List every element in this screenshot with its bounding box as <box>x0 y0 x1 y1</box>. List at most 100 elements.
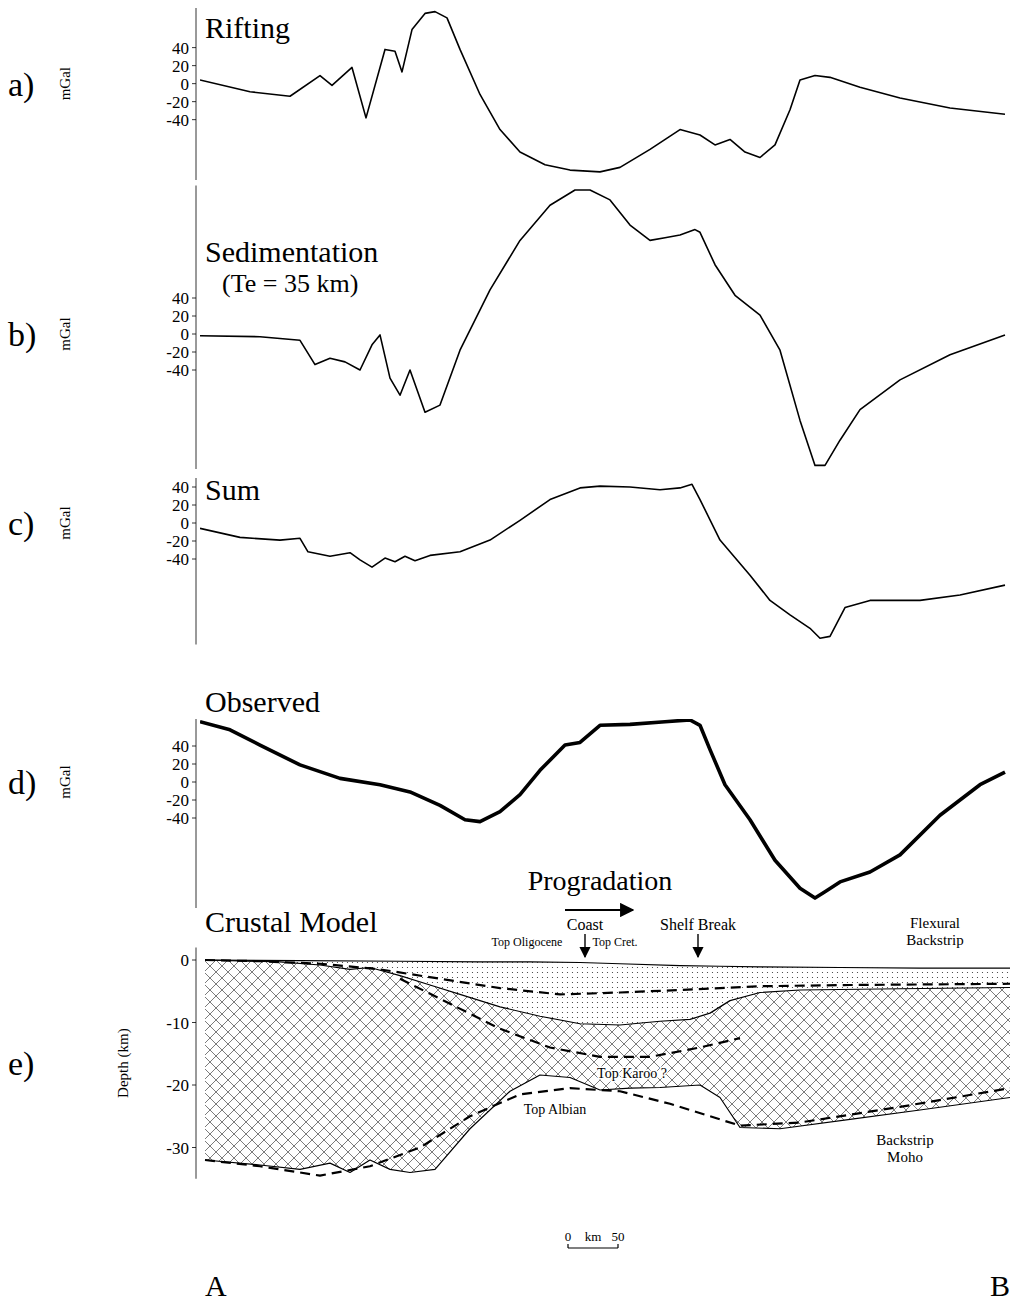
y-axis-line <box>196 948 197 1179</box>
y-axis-line <box>196 719 197 908</box>
y-tick <box>192 334 196 335</box>
panel-subtitle: (Te = 35 km) <box>222 269 358 298</box>
plot-area <box>205 960 1010 1176</box>
y-tick <box>192 559 196 560</box>
section-end: B <box>990 1269 1010 1302</box>
panel-title: Observed <box>205 685 320 718</box>
y-tick-label: -20 <box>166 791 189 810</box>
y-tick <box>192 101 196 102</box>
y-tick-label: 20 <box>172 57 189 76</box>
plot-area <box>200 484 1005 638</box>
annotation: Shelf Break <box>660 916 736 933</box>
y-tick-label: -20 <box>166 1076 189 1095</box>
y-axis-title: Depth (km) <box>115 1028 132 1098</box>
series-line <box>205 960 1010 994</box>
panel-letter: e) <box>8 1045 34 1083</box>
y-tick-label: -20 <box>166 532 189 551</box>
y-axis-line <box>196 8 197 180</box>
scale-bar-tick <box>567 1244 568 1248</box>
series-line <box>400 979 740 1057</box>
panel-title: Crustal Model <box>205 905 378 938</box>
y-tick <box>192 1085 196 1086</box>
y-tick-label: -40 <box>166 111 189 130</box>
crust-fill <box>205 960 1010 1173</box>
y-tick-label: 40 <box>172 39 189 58</box>
panel-title: Sedimentation <box>205 235 378 268</box>
scale-bar-label: 50 <box>612 1229 625 1244</box>
y-axis-title: mGal <box>57 67 73 100</box>
y-tick <box>192 764 196 765</box>
y-tick <box>192 800 196 801</box>
scale-bar <box>568 1247 618 1248</box>
scale-bar-unit: km <box>585 1229 602 1244</box>
plot-area <box>200 12 1005 172</box>
sediment-fill <box>205 960 1010 1025</box>
y-tick-label: 20 <box>172 755 189 774</box>
y-tick-label: -20 <box>166 343 189 362</box>
panel-letter: c) <box>8 505 34 543</box>
annotation-arrow <box>697 934 698 957</box>
y-tick-label: 40 <box>172 289 189 308</box>
y-tick <box>192 298 196 299</box>
annotation: FlexuralBackstrip <box>906 915 964 948</box>
y-tick <box>192 1147 196 1148</box>
y-axis-title: mGal <box>57 317 73 350</box>
annotation: Top Karoo ? <box>597 1066 667 1081</box>
annotation-arrow <box>584 934 585 957</box>
y-tick-label: -20 <box>166 93 189 112</box>
y-tick <box>192 487 196 488</box>
y-tick <box>192 370 196 371</box>
series-line <box>205 1088 1010 1176</box>
y-tick-label: 0 <box>181 325 190 344</box>
y-axis-title: mGal <box>57 506 73 539</box>
panel-title: Rifting <box>205 11 290 44</box>
y-tick-label: 0 <box>181 75 190 94</box>
y-tick <box>192 1022 196 1023</box>
panel-letter: a) <box>8 66 34 104</box>
annotation: Top Oligocene <box>492 935 563 949</box>
panel-letter: b) <box>8 316 36 354</box>
panel-title: Sum <box>205 473 260 506</box>
y-tick-label: 0 <box>181 951 190 970</box>
y-tick-label: -30 <box>166 1139 189 1158</box>
y-tick-label: 0 <box>181 514 190 533</box>
section-end: A <box>205 1269 227 1302</box>
annotation: Coast <box>567 916 604 933</box>
y-tick <box>192 523 196 524</box>
y-tick <box>192 782 196 783</box>
scale-bar-tick <box>617 1244 618 1248</box>
series-line <box>200 484 1005 638</box>
series-line <box>205 960 1010 1025</box>
plot-area <box>200 190 1005 465</box>
series-line <box>200 720 1005 898</box>
y-axis-title: mGal <box>57 765 73 798</box>
y-tick <box>192 541 196 542</box>
y-tick <box>192 505 196 506</box>
y-tick <box>192 746 196 747</box>
y-tick-label: -40 <box>166 550 189 569</box>
y-tick <box>192 83 196 84</box>
y-tick-label: 20 <box>172 496 189 515</box>
y-tick-label: 40 <box>172 737 189 756</box>
y-axis-line <box>196 478 197 645</box>
y-tick <box>192 65 196 66</box>
y-tick <box>192 47 196 48</box>
y-tick <box>192 316 196 317</box>
y-tick <box>192 960 196 961</box>
y-tick <box>192 818 196 819</box>
plot-area <box>200 720 1005 898</box>
y-tick-label: 0 <box>181 773 190 792</box>
annotation: BackstripMoho <box>876 1132 934 1165</box>
y-tick <box>192 119 196 120</box>
y-tick-label: -10 <box>166 1014 189 1033</box>
annotation-arrow <box>565 909 633 911</box>
y-tick-label: -40 <box>166 361 189 380</box>
scale-bar-label: 0 <box>565 1229 572 1244</box>
series-line <box>200 12 1005 172</box>
y-tick-label: -40 <box>166 809 189 828</box>
figure: 40200-20-40mGala)Rifting40200-20-40mGalb… <box>0 0 1015 1307</box>
y-tick-label: 40 <box>172 478 189 497</box>
y-tick-label: 20 <box>172 307 189 326</box>
y-axis-line <box>196 186 197 470</box>
annotation: Top Albian <box>524 1102 586 1117</box>
